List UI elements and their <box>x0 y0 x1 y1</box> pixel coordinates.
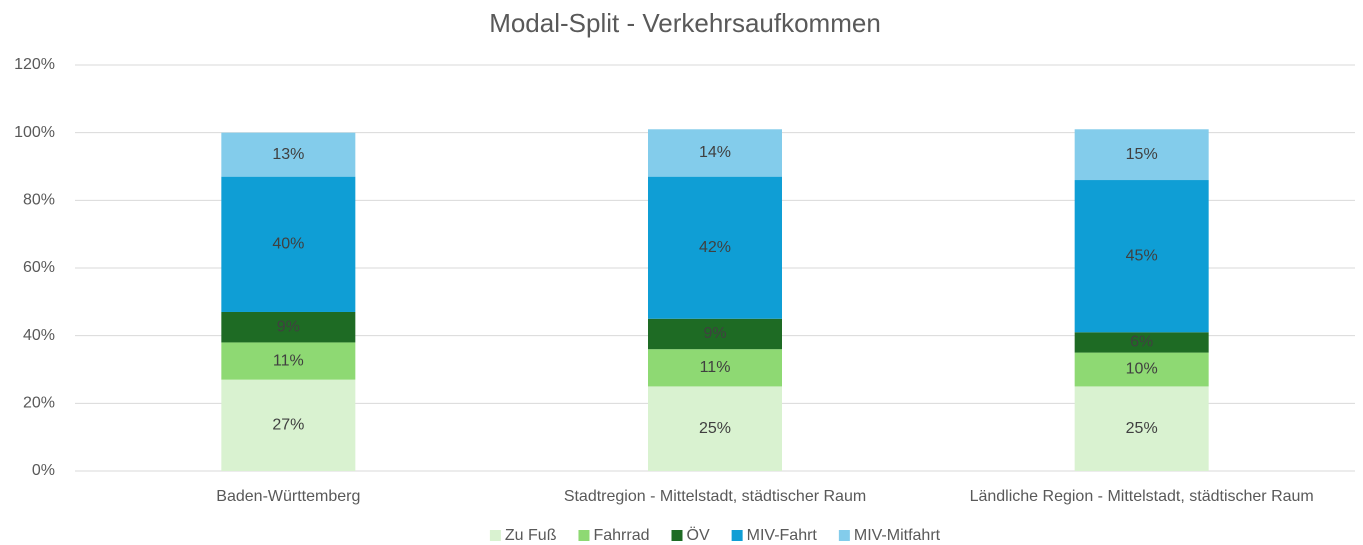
y-tick-label: 120% <box>14 56 55 73</box>
bar-segment <box>648 386 782 471</box>
bar-segment <box>1074 129 1209 181</box>
bar-segment <box>648 176 782 319</box>
data-label: 6% <box>1130 334 1153 351</box>
bar-segment <box>648 349 782 387</box>
bar-segment <box>221 311 356 343</box>
x-tick-label: Ländliche Region - Mittelstadt, städtisc… <box>970 488 1314 505</box>
chart-title: Modal-Split - Verkehrsaufkommen <box>489 8 881 38</box>
y-tick-label: 40% <box>23 327 55 344</box>
y-tick-label: 20% <box>23 395 55 412</box>
data-label: 10% <box>1126 361 1158 378</box>
legend-swatch <box>489 530 501 541</box>
data-label: 9% <box>277 318 300 335</box>
bar-segment <box>1074 180 1209 333</box>
x-tick-label: Stadtregion - Mittelstadt, städtischer R… <box>564 488 866 505</box>
legend-label: Fahrrad <box>593 527 649 544</box>
y-tick-label: 60% <box>23 259 55 276</box>
data-label: 27% <box>272 417 304 434</box>
data-label: 45% <box>1126 247 1158 264</box>
legend-swatch <box>578 530 590 541</box>
legend-swatch <box>671 530 683 541</box>
bar-segment <box>1074 332 1209 353</box>
bar-segment <box>1074 386 1209 471</box>
data-label: 25% <box>1126 420 1158 437</box>
legend-label: Zu Fuß <box>505 527 557 544</box>
legend-label: MIV-Fahrt <box>747 527 818 544</box>
bar-segment <box>221 176 356 312</box>
bar-segment <box>221 342 356 380</box>
legend-swatch <box>838 530 850 541</box>
data-label: 11% <box>273 352 304 369</box>
bar-segment <box>221 379 356 471</box>
data-label: 9% <box>703 325 726 342</box>
data-label: 42% <box>699 239 731 256</box>
bar-segment <box>1074 352 1209 387</box>
data-label: 13% <box>272 146 304 163</box>
data-label: 25% <box>699 420 731 437</box>
y-tick-label: 80% <box>23 192 55 209</box>
bar-segment <box>648 318 782 350</box>
y-tick-label: 0% <box>32 462 55 479</box>
x-tick-label: Baden-Württemberg <box>216 488 360 505</box>
bar-segment <box>648 129 782 177</box>
legend-label: MIV-Mitfahrt <box>854 527 941 544</box>
data-label: 40% <box>272 236 304 253</box>
y-tick-label: 100% <box>14 124 55 141</box>
legend-swatch <box>731 530 743 541</box>
bar-segment <box>221 132 356 177</box>
legend-label: ÖV <box>687 526 710 544</box>
data-label: 14% <box>699 144 731 161</box>
data-label: 11% <box>700 359 731 376</box>
data-label: 15% <box>1126 146 1158 163</box>
